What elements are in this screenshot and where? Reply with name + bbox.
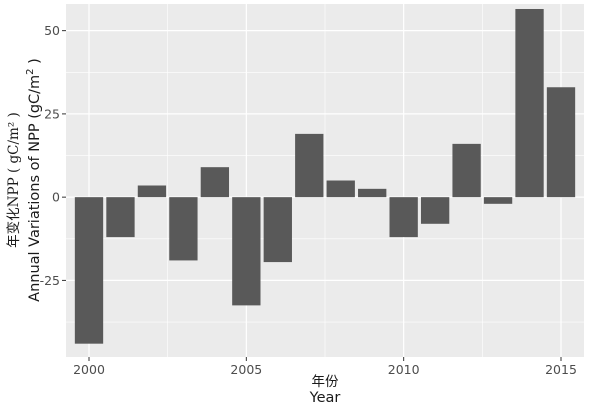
x-axis-title: Year: [309, 390, 341, 404]
bar: [200, 167, 230, 198]
y-axis-title-main: Annual Variations of NPP (gC/m: [27, 75, 43, 302]
x-tick-label: 2000: [73, 362, 105, 377]
y-axis-title: Annual Variations of NPP (gC/m2 ): [25, 58, 43, 302]
x-tick-label: 2015: [545, 362, 577, 377]
grid-minor: [66, 4, 584, 357]
y-axis-title-sup: 2: [25, 68, 36, 74]
y-axis-title-tail: ): [27, 58, 43, 68]
bar: [515, 8, 544, 198]
y-tick-label: 50: [44, 23, 60, 38]
y-tick-label: 25: [44, 106, 60, 121]
bar: [263, 197, 292, 263]
y-axis: -25 0 25 50: [40, 23, 66, 288]
bar: [137, 185, 167, 198]
bar: [389, 197, 418, 238]
bar: [326, 180, 355, 198]
bar: [295, 133, 324, 198]
x-axis: 2000 2005 2010 2015: [73, 357, 577, 377]
y-tick-label: 0: [52, 190, 60, 205]
y-axis-title-cn: 年变化NPP ( gC/m² ): [6, 112, 22, 248]
x-tick-label: 2010: [388, 362, 420, 377]
x-tick-label: 2005: [230, 362, 262, 377]
bar: [546, 87, 576, 198]
x-axis-title-cn: 年份: [312, 374, 339, 390]
bar: [74, 197, 104, 344]
y-tick-label: -25: [40, 273, 60, 288]
bar: [232, 197, 261, 306]
bar: [106, 197, 135, 238]
bar: [358, 188, 387, 198]
bar: [452, 143, 481, 198]
bars: [74, 8, 576, 344]
bar: [169, 197, 198, 261]
bar: [483, 197, 513, 204]
bar: [420, 197, 450, 224]
